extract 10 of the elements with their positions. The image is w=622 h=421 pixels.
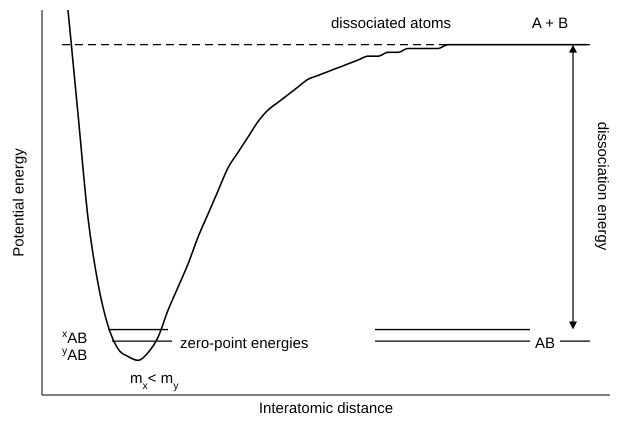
annotation: $^{y}$AB bbox=[62, 345, 88, 364]
annotation: A + B bbox=[532, 15, 568, 32]
annotation: AB bbox=[535, 335, 556, 352]
annotation: m$_{x}$< m$_{y}$ bbox=[130, 370, 180, 392]
annotation: dissociated atoms bbox=[330, 15, 452, 32]
annotation: zero-point energies bbox=[180, 335, 308, 352]
x-axis-title: Interatomic distance bbox=[258, 400, 394, 417]
text: dissociation energy bbox=[594, 122, 611, 251]
annotation: $^{x}$AB bbox=[62, 328, 88, 347]
y-axis-title: Potential energy bbox=[10, 148, 28, 257]
